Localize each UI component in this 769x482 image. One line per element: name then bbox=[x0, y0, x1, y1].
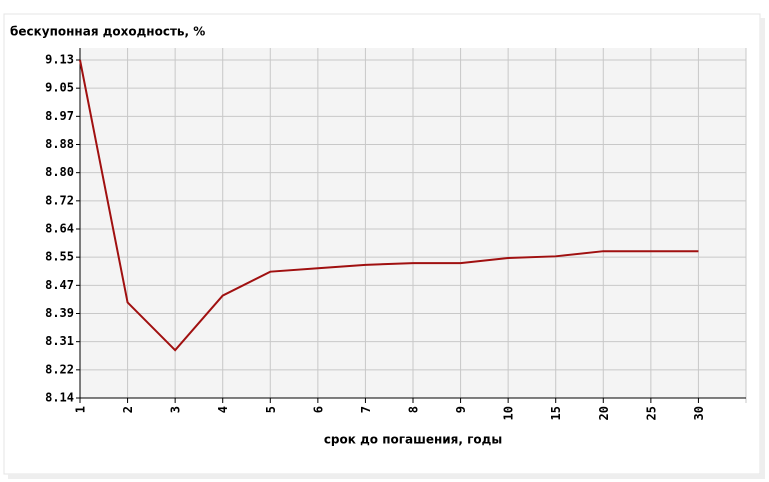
y-tick-label: 8.55 bbox=[45, 250, 74, 264]
x-tick-label: 8 bbox=[407, 406, 421, 413]
y-tick-label: 8.39 bbox=[45, 306, 74, 320]
y-tick-label: 8.47 bbox=[45, 278, 74, 292]
x-tick-label: 3 bbox=[169, 406, 183, 413]
y-axis-label: бескупонная доходность, % bbox=[10, 25, 205, 39]
x-tick-label: 5 bbox=[264, 406, 278, 413]
y-tick-label: 8.64 bbox=[45, 222, 74, 236]
x-tick-label: 4 bbox=[216, 406, 230, 413]
x-tick-label: 1 bbox=[74, 406, 88, 413]
panel-shadow bbox=[8, 474, 765, 479]
x-tick-label: 30 bbox=[692, 406, 706, 420]
x-tick-label: 6 bbox=[311, 406, 325, 413]
y-tick-label: 8.14 bbox=[45, 391, 74, 405]
y-tick-label: 8.72 bbox=[45, 193, 74, 207]
x-tick-label: 9 bbox=[454, 406, 468, 413]
line bbox=[79, 59, 699, 352]
x-tick-label: 2 bbox=[121, 406, 135, 413]
x-tick-label: 10 bbox=[502, 406, 516, 420]
x-tick-label: 15 bbox=[549, 406, 563, 420]
y-tick-label: 8.31 bbox=[45, 334, 74, 348]
y-tick-label: 8.22 bbox=[45, 362, 74, 376]
x-tick-label: 20 bbox=[597, 406, 611, 420]
panel-shadow bbox=[760, 18, 765, 478]
y-tick-label: 9.13 bbox=[45, 53, 74, 67]
y-tick-label: 8.88 bbox=[45, 137, 74, 151]
x-tick-label: 7 bbox=[359, 406, 373, 413]
x-tick-label: 25 bbox=[644, 406, 658, 420]
y-tick-label: 8.80 bbox=[45, 165, 74, 179]
x-axis-label: срок до погашения, годы bbox=[324, 433, 502, 447]
y-tick-label: 8.97 bbox=[45, 109, 74, 123]
y-tick-label: 9.05 bbox=[45, 81, 74, 95]
